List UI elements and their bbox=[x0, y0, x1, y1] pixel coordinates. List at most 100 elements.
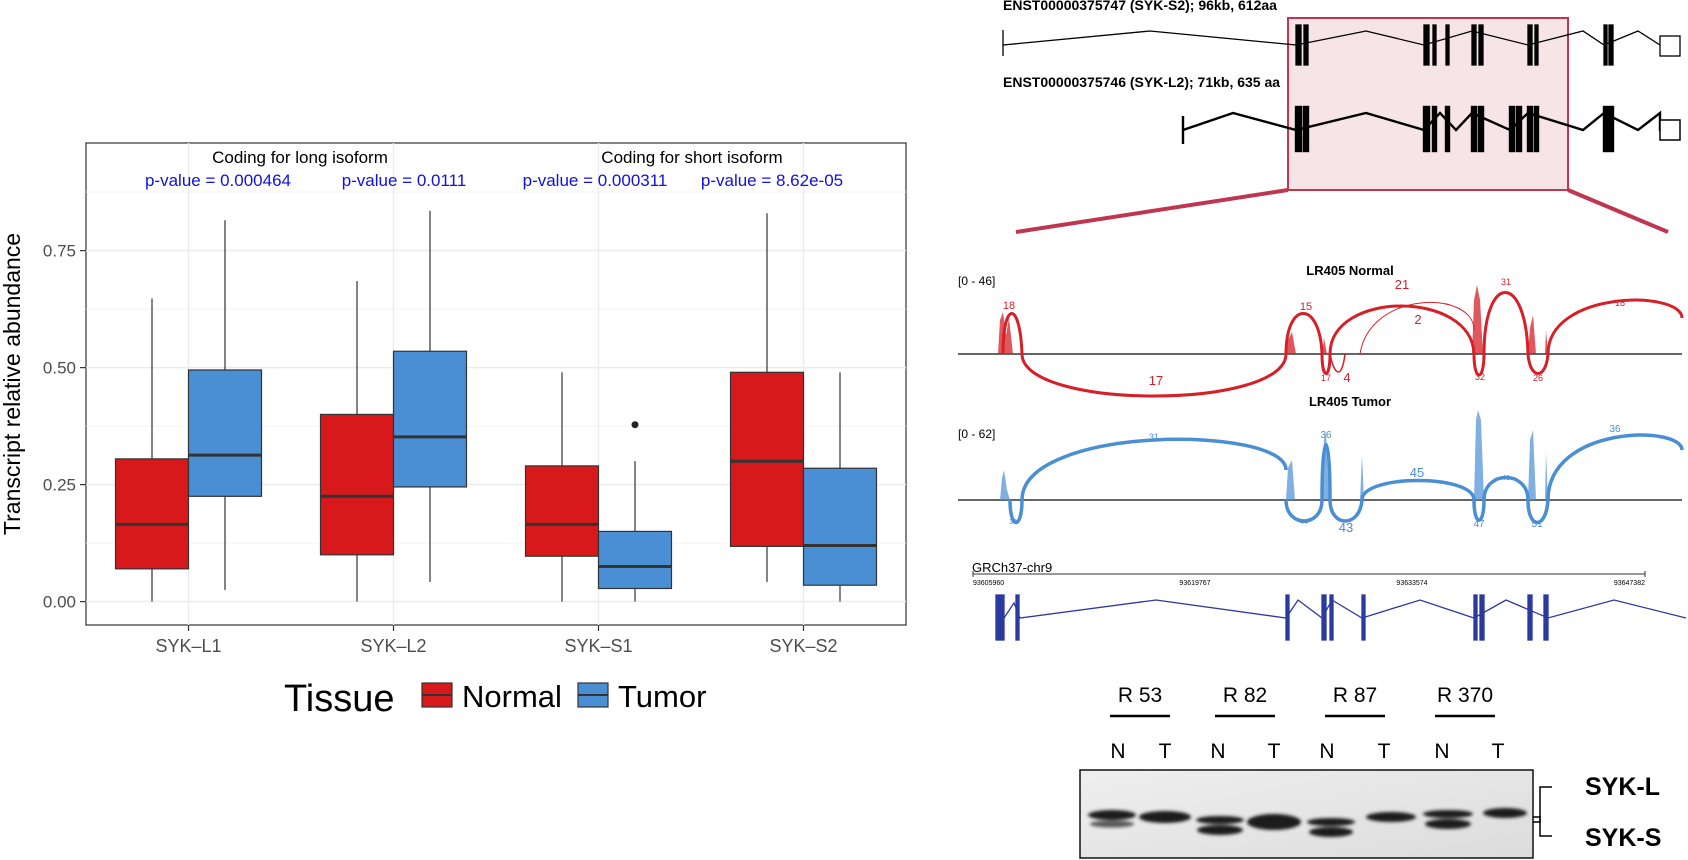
lane-label: T bbox=[1378, 740, 1391, 763]
junction-labels-normal: 18 15 21 2 31 18 17 17 4 32 26 bbox=[1003, 277, 1625, 388]
junction-label: 15 bbox=[1300, 301, 1312, 313]
boxes bbox=[114, 210, 878, 602]
zoom-line-right bbox=[1567, 188, 1669, 234]
sashimi-tumor: LR405 Tumor [0 - 62] 31 36 45 bbox=[958, 394, 1684, 535]
x-axis: SYK–L1 SYK–L2 SYK–S1 SYK–S2 bbox=[155, 625, 838, 656]
sashimi-normal: LR405 Normal [0 - 46] 18 15 2 bbox=[958, 263, 1684, 398]
outlier-point bbox=[631, 421, 639, 429]
transcript-s2 bbox=[1002, 24, 1681, 66]
junction-labels-tumor: 31 36 45 48 36 30 44 43 47 51 bbox=[1009, 424, 1621, 535]
junction-label: 18 bbox=[1615, 298, 1625, 308]
x-tick-label: SYK–L1 bbox=[155, 636, 221, 656]
sashimi-normal-range: [0 - 46] bbox=[958, 274, 995, 288]
junction-label: 18 bbox=[1003, 300, 1015, 312]
lane-label: T bbox=[1492, 740, 1505, 763]
lane-label: N bbox=[1434, 740, 1449, 763]
junction-label: 48 bbox=[1502, 475, 1510, 482]
x-tick-label: SYK–L2 bbox=[360, 636, 426, 656]
blot-bands bbox=[1088, 808, 1527, 837]
box-normal-1 bbox=[319, 281, 395, 602]
box-body bbox=[187, 369, 263, 497]
junction-label: 47 bbox=[1473, 519, 1485, 530]
sashimi-normal-title: LR405 Normal bbox=[1306, 263, 1393, 278]
y-tick-label: 0.75 bbox=[43, 242, 76, 261]
box-body bbox=[524, 465, 600, 557]
box-body bbox=[597, 530, 673, 590]
sample-label: R 87 bbox=[1333, 684, 1377, 707]
transcript-panel: ENST00000375747 (SYK-S2); 96kb, 612aa EN… bbox=[1002, 0, 1681, 234]
legend-label-tumor: Tumor bbox=[618, 679, 706, 714]
junction-label: 51 bbox=[1531, 519, 1543, 530]
sashimi-tumor-title: LR405 Tumor bbox=[1309, 394, 1391, 409]
transcript-label-l2: ENST00000375746 (SYK-L2); 71kb, 635 aa bbox=[1003, 74, 1280, 90]
gene-model bbox=[995, 594, 1687, 641]
box-normal-3 bbox=[729, 213, 805, 582]
junction-label: 30 bbox=[1009, 519, 1017, 526]
junction-label: 21 bbox=[1395, 277, 1409, 292]
band-label-syk-s: SYK-S bbox=[1585, 824, 1661, 852]
box-body bbox=[802, 467, 878, 586]
box-body bbox=[392, 350, 468, 488]
group-label-long: Coding for long isoform bbox=[212, 148, 388, 167]
junction-label: 4 bbox=[1343, 370, 1350, 385]
junction-label: 31 bbox=[1501, 277, 1511, 287]
lane-label: T bbox=[1268, 740, 1281, 763]
y-tick-label: 0.25 bbox=[43, 476, 76, 495]
sample-label: R 82 bbox=[1223, 684, 1267, 707]
junction-label: 32 bbox=[1475, 372, 1485, 382]
genome-tick: 93633574 bbox=[1396, 580, 1427, 587]
box-tumor-3 bbox=[802, 372, 878, 602]
sashimi-tumor-range: [0 - 62] bbox=[958, 427, 995, 441]
box-normal-2 bbox=[524, 372, 600, 602]
pvalue-label: p-value = 8.62e-05 bbox=[701, 171, 843, 190]
junction-label: 36 bbox=[1320, 430, 1332, 441]
box-body bbox=[114, 458, 190, 570]
genome-label: GRCh37-chr9 bbox=[972, 560, 1052, 575]
box-tumor-1 bbox=[392, 210, 468, 582]
coverage-normal bbox=[998, 285, 1548, 354]
genome-tick: 93647382 bbox=[1614, 580, 1645, 587]
y-tick-label: 0.50 bbox=[43, 359, 76, 378]
junction-label: 43 bbox=[1339, 520, 1353, 535]
lane-label: N bbox=[1319, 740, 1334, 763]
junction-label: 17 bbox=[1149, 373, 1163, 388]
transcript-l2 bbox=[1181, 105, 1681, 153]
legend-title: Tissue bbox=[284, 678, 395, 720]
sample-label: R 53 bbox=[1118, 684, 1162, 707]
y-axis: 0.00 0.25 0.50 0.75 bbox=[43, 242, 86, 612]
lane-label: N bbox=[1210, 740, 1225, 763]
pvalue-label: p-value = 0.000311 bbox=[523, 171, 668, 190]
sample-labels: R 53 R 82 R 87 R 370 bbox=[1110, 684, 1495, 718]
lane-label: T bbox=[1159, 740, 1172, 763]
coverage-tumor bbox=[1000, 410, 1548, 500]
x-tick-label: SYK–S2 bbox=[769, 636, 837, 656]
band-label-syk-l: SYK-L bbox=[1585, 773, 1660, 801]
y-tick-label: 0.00 bbox=[43, 593, 76, 612]
genome-track: GRCh37-chr9 93605960 93619767 93633574 9… bbox=[972, 560, 1687, 641]
junction-label: 26 bbox=[1533, 373, 1543, 383]
y-axis-label: Transcript relative abundance bbox=[0, 233, 25, 535]
pvalue-label: p-value = 0.0111 bbox=[342, 171, 467, 190]
junction-label: 17 bbox=[1321, 373, 1331, 383]
lane-label: N bbox=[1110, 740, 1125, 763]
genome-tick: 93619767 bbox=[1179, 580, 1210, 587]
box-tumor-2 bbox=[597, 421, 673, 602]
junction-label: 2 bbox=[1414, 312, 1421, 327]
genome-tick: 93605960 bbox=[973, 580, 1004, 587]
box-body bbox=[319, 413, 395, 556]
junction-label: 44 bbox=[1300, 519, 1308, 526]
junction-label: 36 bbox=[1609, 424, 1621, 435]
box-normal-0 bbox=[114, 298, 190, 602]
box-body bbox=[729, 371, 805, 547]
zoom-line-left bbox=[1015, 188, 1289, 234]
legend-label-normal: Normal bbox=[462, 679, 562, 714]
box-tumor-0 bbox=[187, 220, 263, 590]
junction-arcs-tumor bbox=[1008, 433, 1684, 524]
sample-label: R 370 bbox=[1437, 684, 1493, 707]
x-tick-label: SYK–S1 bbox=[564, 636, 632, 656]
junction-label: 31 bbox=[1149, 432, 1159, 442]
transcript-label-s2: ENST00000375747 (SYK-S2); 96kb, 612aa bbox=[1003, 0, 1277, 13]
junction-arcs-normal bbox=[1001, 291, 1684, 398]
